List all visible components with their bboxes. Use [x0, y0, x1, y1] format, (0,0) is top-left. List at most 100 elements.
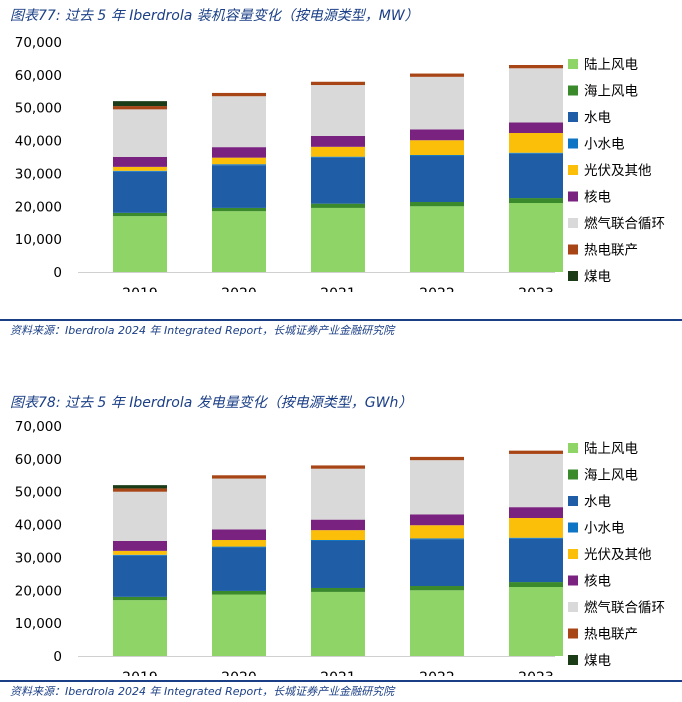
x-tick-label: 2020 [221, 286, 257, 292]
legend-swatch [568, 575, 578, 586]
bar-segment [311, 207, 365, 272]
bar-segment [311, 135, 365, 147]
bar-segment [113, 166, 167, 171]
source-divider [0, 319, 682, 321]
bar-segment [212, 164, 266, 166]
legend-label: 燃气联合循环 [584, 599, 665, 616]
x-tick-label: 2022 [419, 670, 455, 676]
bar-segment [410, 129, 464, 141]
legend-label: 煤电 [584, 269, 611, 285]
bar-segment [212, 92, 266, 97]
bar-segment [113, 596, 167, 601]
bar-segment [113, 491, 167, 541]
legend-swatch [568, 244, 578, 255]
x-tick-label: 2022 [419, 286, 455, 292]
bar-segment [113, 101, 167, 107]
bar-segment [212, 147, 266, 158]
bar-segment [212, 540, 266, 547]
y-tick-label: 60,000 [15, 68, 62, 84]
bar-segment [410, 140, 464, 156]
bar-segment [311, 591, 365, 656]
bar-segment [113, 106, 167, 110]
bar-segment [212, 478, 266, 530]
y-tick-label: 50,000 [15, 485, 62, 501]
legend-swatch [568, 549, 578, 559]
bar-segment [113, 212, 167, 217]
legend-label: 小水电 [584, 137, 625, 153]
bar-segment [410, 538, 464, 540]
y-tick-label: 70,000 [15, 419, 62, 435]
x-tick-label: 2019 [122, 670, 158, 676]
bar-segment [410, 155, 464, 157]
y-tick-label: 70,000 [15, 35, 62, 51]
source-divider [0, 680, 682, 682]
bar-segment [212, 165, 266, 208]
legend-label: 水电 [584, 494, 611, 510]
bar-segment [509, 507, 563, 518]
bar-segment [311, 530, 365, 541]
bar-segment [113, 488, 167, 492]
figure-77: 图表77: 过去 5 年 Iberdrola 装机容量变化（按电源类型，MW） … [0, 0, 682, 345]
bar-segment [311, 519, 365, 531]
legend-label: 热电联产 [584, 627, 638, 643]
generation-chart: 0 10,000 20,000 30,000 40,000 50,000 60,000 70,… [15, 419, 665, 676]
legend-label: 核电 [584, 574, 611, 590]
figure-caption: 图表77: 过去 5 年 Iberdrola 装机容量变化（按电源类型，MW） [10, 8, 419, 24]
bar-segment [113, 109, 167, 157]
bar-segment [212, 157, 266, 165]
legend-swatch [568, 191, 578, 202]
bar-segment [410, 590, 464, 656]
bar-segment [113, 541, 167, 551]
figure-caption: 图表78: 过去 5 年 Iberdrola 发电量变化（按电源类型，GWh） [10, 395, 413, 411]
bar-segment [113, 216, 167, 272]
legend-swatch [568, 85, 578, 96]
y-tick-label: 0 [53, 649, 62, 665]
legend-swatch [568, 218, 578, 228]
legend-swatch [568, 443, 578, 453]
bar-segment [311, 587, 365, 592]
bar-segment [410, 586, 464, 591]
y-tick-label: 40,000 [15, 134, 62, 150]
legend-swatch [568, 112, 578, 122]
bar-segment [509, 582, 563, 587]
legend-label: 光伏及其他 [584, 547, 652, 563]
legend-label: 陆上风电 [584, 441, 638, 457]
bar-segment [509, 65, 563, 69]
bar-segment [410, 460, 464, 515]
legend-label: 煤电 [584, 653, 611, 669]
legend-swatch [568, 59, 578, 69]
bar-segment [113, 555, 167, 597]
y-tick-label: 40,000 [15, 518, 62, 534]
bar-segment [311, 157, 365, 204]
legend-label: 海上风电 [584, 84, 638, 100]
legend-label: 陆上风电 [584, 57, 638, 73]
x-tick-label: 2021 [320, 670, 356, 676]
y-tick-label: 10,000 [15, 232, 62, 248]
bar-segment [113, 485, 167, 489]
source-note: 资料来源：Iberdrola 2024 年 Integrated Report，… [10, 685, 395, 698]
legend-swatch [568, 602, 578, 612]
bar-segment [311, 468, 365, 520]
legend-swatch [568, 628, 578, 639]
bar-segment [212, 96, 266, 148]
bar-segment [311, 203, 365, 208]
bar-segment [509, 538, 563, 583]
bar-segment [509, 203, 563, 272]
legend-label: 水电 [584, 110, 611, 126]
legend-swatch [568, 165, 578, 175]
bar-segment [311, 540, 365, 541]
legend-label: 小水电 [584, 521, 625, 537]
bar-segment [509, 450, 563, 454]
bar-segment [311, 85, 365, 136]
bar-segment [410, 514, 464, 526]
x-tick-label: 2021 [320, 286, 356, 292]
y-tick-label: 20,000 [15, 583, 62, 599]
legend-label: 热电联产 [584, 243, 638, 259]
bar-segment [410, 525, 464, 539]
bar-segment [509, 153, 563, 199]
bar-segment [212, 207, 266, 212]
bar-segment [410, 206, 464, 272]
y-tick-label: 20,000 [15, 199, 62, 215]
bar-segment [509, 587, 563, 656]
legend-label: 核电 [584, 190, 611, 206]
